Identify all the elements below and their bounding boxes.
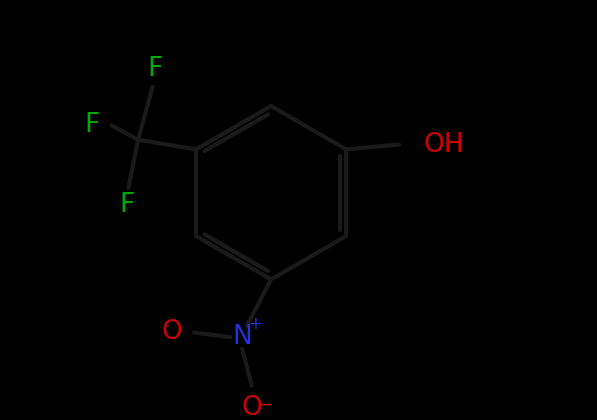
- Text: F: F: [147, 56, 162, 82]
- Text: +: +: [249, 315, 263, 333]
- Text: F: F: [119, 192, 134, 218]
- Text: −: −: [259, 396, 272, 414]
- Text: O: O: [241, 394, 262, 420]
- Text: O: O: [161, 320, 182, 345]
- Text: N: N: [232, 324, 252, 350]
- Text: OH: OH: [423, 131, 464, 158]
- Text: F: F: [84, 112, 100, 138]
